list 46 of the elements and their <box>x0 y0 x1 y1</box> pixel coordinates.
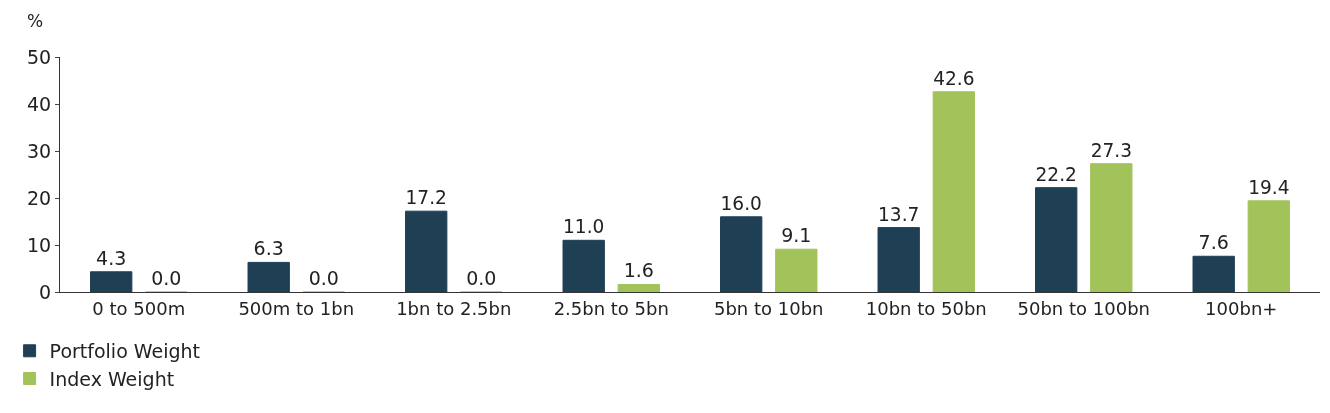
y-tick-label: 20 <box>27 186 52 209</box>
data-label: 1.6 <box>623 259 654 282</box>
data-label: 22.2 <box>1035 163 1077 185</box>
bar <box>1090 163 1133 292</box>
y-tick-label: 0 <box>39 280 52 303</box>
y-tick-label: 10 <box>27 233 52 256</box>
data-label: 42.6 <box>933 67 975 89</box>
x-tick-label: 500m to 1bn <box>238 297 355 319</box>
data-label: 4.3 <box>96 246 127 269</box>
bar <box>405 210 448 292</box>
data-label: 6.3 <box>253 237 284 260</box>
y-axis-title: % <box>27 11 44 31</box>
x-tick-label: 2.5bn to 5bn <box>553 297 669 319</box>
data-label: 19.4 <box>1248 176 1290 198</box>
data-label: 9.1 <box>781 224 812 247</box>
bar <box>90 271 133 292</box>
x-tick-label: 100bn+ <box>1205 297 1278 319</box>
bar <box>932 91 975 292</box>
x-tick-label: 10bn to 50bn <box>865 297 987 319</box>
data-label: 0.0 <box>466 267 497 289</box>
bar <box>1035 187 1078 292</box>
data-label: 11.0 <box>563 216 605 238</box>
x-tick-label: 50bn to 100bn <box>1017 297 1150 319</box>
bar <box>617 283 660 292</box>
data-label: 7.6 <box>1198 231 1229 254</box>
data-label: 16.0 <box>720 192 762 214</box>
bar <box>1247 200 1290 292</box>
data-label: 13.7 <box>878 203 920 225</box>
x-tick-label: 5bn to 10bn <box>713 297 824 319</box>
bar <box>775 248 818 292</box>
y-tick-label: 50 <box>27 45 52 68</box>
bar <box>562 239 605 292</box>
data-label: 17.2 <box>405 187 447 209</box>
bar <box>720 216 763 292</box>
x-tick-label: 0 to 500m <box>92 297 186 319</box>
legend-label: Portfolio Weight <box>49 340 201 363</box>
y-tick-label: 40 <box>27 92 52 115</box>
legend-label: Index Weight <box>49 367 175 390</box>
bar <box>877 227 920 292</box>
x-tick-label: 1bn to 2.5bn <box>396 297 512 319</box>
bar <box>247 261 290 292</box>
y-tick-label: 30 <box>27 139 52 162</box>
data-label: 0.0 <box>308 267 339 289</box>
bar <box>1192 255 1235 292</box>
data-label: 0.0 <box>151 267 182 289</box>
data-label: 27.3 <box>1090 139 1132 161</box>
